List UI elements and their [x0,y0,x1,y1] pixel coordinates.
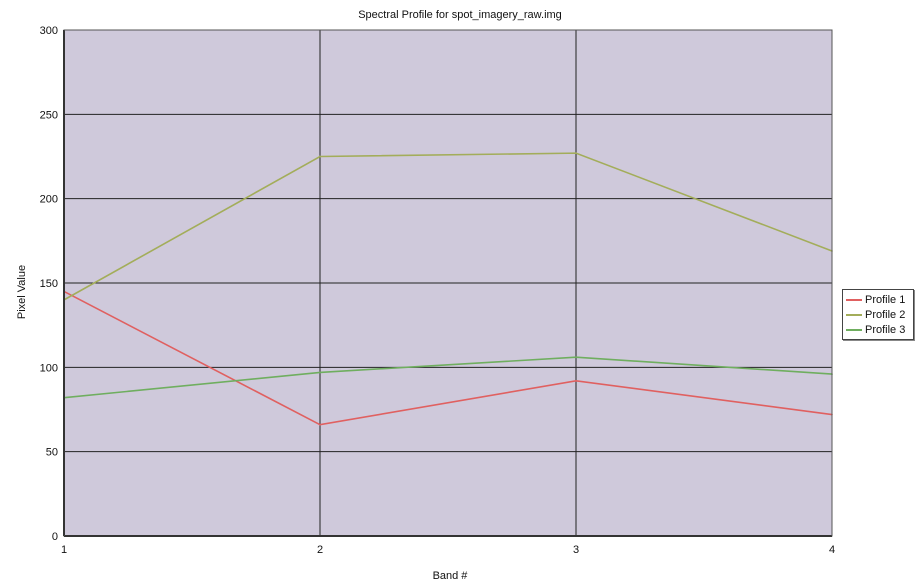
x-tick-label: 3 [573,544,579,556]
chart-title: Spectral Profile for spot_imagery_raw.im… [358,9,562,21]
y-tick-label: 150 [40,278,58,290]
legend-item-profile-2[interactable]: Profile 2 [846,307,910,322]
data-point [575,380,577,382]
data-point [575,152,577,154]
tick-labels: 0 50 100 150 200 250 300 1 2 3 4 [40,25,835,556]
y-tick-label: 0 [52,531,58,543]
y-tick-label: 50 [46,447,58,459]
legend-label: Profile 3 [865,323,906,336]
legend: Profile 1 Profile 2 Profile 3 [842,289,914,340]
x-tick-label: 1 [61,544,67,556]
legend-swatch [846,328,862,331]
legend-item-profile-1[interactable]: Profile 1 [846,292,910,307]
series-line-1 [63,290,833,426]
data-point [319,155,321,158]
x-tick-label: 2 [317,544,323,556]
data-point [319,371,321,374]
series-line-2 [63,152,833,301]
legend-swatch [846,313,862,316]
y-tick-label: 100 [40,362,58,374]
y-axis-label: Pixel Value [16,264,28,320]
series-line-3 [63,356,833,399]
plot-border [63,29,833,537]
x-axis-label: Band # [432,570,468,582]
legend-label: Profile 1 [865,293,906,306]
axes [63,29,833,537]
legend-swatch [846,298,862,301]
y-tick-label: 300 [40,25,58,37]
y-tick-label: 200 [40,194,58,206]
data-point [575,356,577,359]
data-point [319,423,321,426]
legend-label: Profile 2 [865,308,906,321]
y-tick-label: 250 [40,109,58,121]
x-tick-label: 4 [829,544,835,556]
legend-item-profile-3[interactable]: Profile 3 [846,322,910,337]
